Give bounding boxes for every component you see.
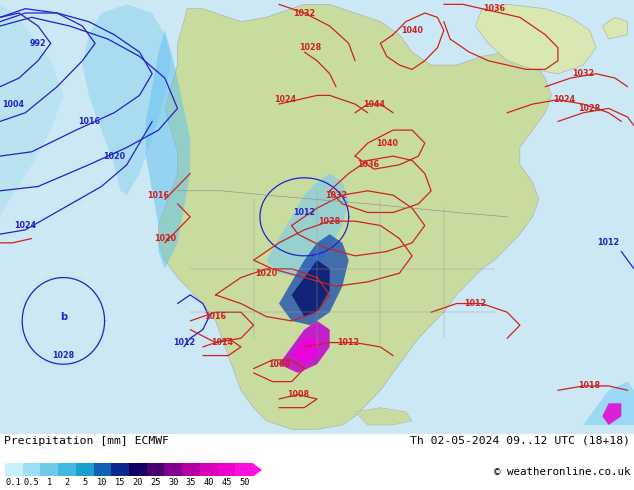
Bar bbox=[94, 464, 112, 476]
Bar bbox=[5, 464, 23, 476]
Text: 1012: 1012 bbox=[465, 299, 486, 308]
Text: 40: 40 bbox=[204, 478, 214, 487]
Text: 0.5: 0.5 bbox=[23, 478, 39, 487]
Text: 1032: 1032 bbox=[573, 69, 594, 78]
Polygon shape bbox=[292, 260, 330, 317]
Bar bbox=[164, 464, 182, 476]
Text: 1044: 1044 bbox=[363, 99, 385, 109]
Text: 1036: 1036 bbox=[484, 4, 505, 13]
Text: 1020: 1020 bbox=[256, 269, 277, 278]
Bar bbox=[76, 464, 94, 476]
Text: 992: 992 bbox=[30, 39, 46, 48]
Text: 1020: 1020 bbox=[154, 234, 176, 243]
Bar bbox=[146, 464, 164, 476]
Text: 15: 15 bbox=[115, 478, 126, 487]
Bar bbox=[129, 464, 146, 476]
Bar bbox=[200, 464, 217, 476]
Text: 1028: 1028 bbox=[318, 217, 341, 226]
Bar bbox=[23, 464, 41, 476]
Text: 0.1: 0.1 bbox=[6, 478, 22, 487]
Text: 1016: 1016 bbox=[148, 191, 169, 199]
Text: 45: 45 bbox=[221, 478, 231, 487]
Text: 25: 25 bbox=[150, 478, 161, 487]
Polygon shape bbox=[253, 464, 262, 476]
Polygon shape bbox=[476, 4, 596, 73]
Text: 50: 50 bbox=[239, 478, 249, 487]
Text: 5: 5 bbox=[82, 478, 87, 487]
Text: 35: 35 bbox=[186, 478, 197, 487]
Text: 1012: 1012 bbox=[294, 208, 315, 217]
Text: 1020: 1020 bbox=[103, 151, 125, 161]
Text: 1012: 1012 bbox=[598, 238, 619, 247]
Polygon shape bbox=[355, 408, 412, 425]
Text: 1024: 1024 bbox=[15, 221, 36, 230]
Text: 20: 20 bbox=[133, 478, 143, 487]
Bar bbox=[235, 464, 253, 476]
Text: b: b bbox=[60, 312, 67, 321]
Text: 1: 1 bbox=[47, 478, 52, 487]
Text: 10: 10 bbox=[97, 478, 108, 487]
Text: Precipitation [mm] ECMWF: Precipitation [mm] ECMWF bbox=[4, 436, 169, 446]
Text: 1016: 1016 bbox=[78, 117, 100, 126]
Polygon shape bbox=[279, 234, 349, 325]
Text: 1032: 1032 bbox=[294, 8, 315, 18]
Text: 1004: 1004 bbox=[2, 99, 23, 109]
Text: 1018: 1018 bbox=[579, 381, 600, 391]
Bar bbox=[217, 464, 235, 476]
Text: 1040: 1040 bbox=[376, 139, 398, 147]
Bar bbox=[182, 464, 200, 476]
Polygon shape bbox=[146, 30, 190, 269]
Polygon shape bbox=[158, 4, 552, 429]
Text: 1016: 1016 bbox=[205, 312, 226, 321]
Polygon shape bbox=[279, 321, 330, 373]
Text: 1012: 1012 bbox=[173, 338, 195, 347]
Text: 1028: 1028 bbox=[299, 43, 322, 52]
Text: 1008: 1008 bbox=[268, 360, 290, 369]
Text: 1008: 1008 bbox=[287, 390, 309, 399]
Text: 30: 30 bbox=[168, 478, 179, 487]
Text: Th 02-05-2024 09..12 UTC (18+18): Th 02-05-2024 09..12 UTC (18+18) bbox=[410, 436, 630, 446]
Polygon shape bbox=[602, 403, 621, 425]
Text: 2: 2 bbox=[65, 478, 70, 487]
Text: 1032: 1032 bbox=[325, 191, 347, 199]
Polygon shape bbox=[266, 173, 349, 277]
Polygon shape bbox=[82, 4, 171, 195]
Polygon shape bbox=[583, 382, 634, 425]
Text: 1028: 1028 bbox=[52, 351, 75, 360]
Text: 1024: 1024 bbox=[553, 95, 575, 104]
Polygon shape bbox=[292, 338, 317, 364]
Polygon shape bbox=[0, 4, 63, 217]
Text: 1040: 1040 bbox=[401, 26, 423, 35]
Text: 1014: 1014 bbox=[211, 338, 233, 347]
Bar bbox=[58, 464, 76, 476]
Polygon shape bbox=[602, 17, 628, 39]
Text: 1024: 1024 bbox=[275, 95, 296, 104]
Bar bbox=[41, 464, 58, 476]
Text: © weatheronline.co.uk: © weatheronline.co.uk bbox=[493, 467, 630, 477]
Text: 1036: 1036 bbox=[357, 160, 378, 169]
Text: 1028: 1028 bbox=[578, 104, 601, 113]
Text: 1012: 1012 bbox=[338, 338, 359, 347]
Bar bbox=[112, 464, 129, 476]
